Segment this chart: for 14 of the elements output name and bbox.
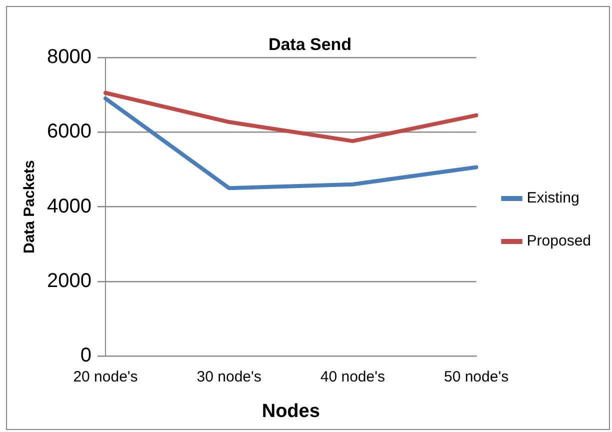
x-tick-label: 30 node's [196,368,262,386]
y-tick-label: 0 [80,344,92,367]
x-tick-label: 50 node's [444,368,509,386]
legend-label: Existing [526,190,580,207]
y-tick-label: 8000 [46,46,92,68]
y-tick-label: 4000 [46,195,92,218]
y-tick-label: 2000 [46,270,92,292]
x-tick-label: 40 node's [320,368,385,386]
x-tick-label: 20 node's [73,368,138,386]
chart-title: Data Send [268,34,352,54]
y-tick-label: 6000 [46,120,92,143]
legend-label: Proposed [526,232,592,250]
x-axis-title: Nodes [262,400,320,422]
y-axis-title: Data Packets [21,160,38,254]
